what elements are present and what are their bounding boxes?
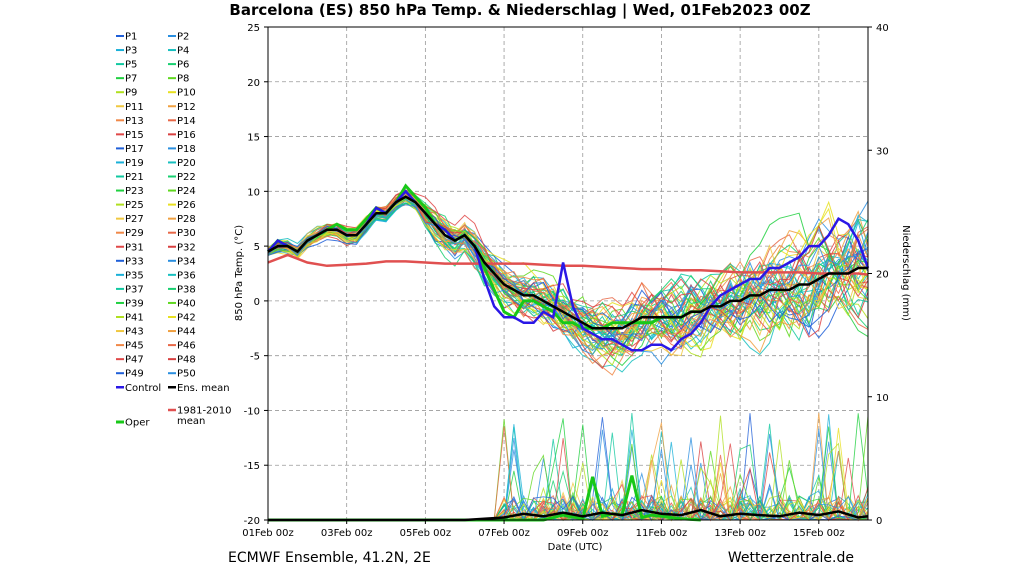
legend-entry: P43 <box>125 327 144 338</box>
legend-entry: P30 <box>177 228 196 239</box>
legend-entry: P22 <box>177 172 196 183</box>
y-tick-label: -5 <box>250 352 260 363</box>
legend-entry: P44 <box>177 327 196 338</box>
legend-entry: P19 <box>125 158 144 169</box>
y-tick-label: 25 <box>247 23 260 34</box>
legend-entry: P32 <box>177 242 196 253</box>
legend-entry: P3 <box>125 46 137 57</box>
y-tick-label: 0 <box>254 297 260 308</box>
x-tick-label: 11Feb 00z <box>636 528 688 539</box>
legend-entry: P10 <box>177 88 196 99</box>
legend: P1 P2 P3 P4 P5 P6 P7 P8 P9 P10 P11 P12 P13 P14 P15 P16 P… <box>116 32 232 429</box>
y-tick-label: 10 <box>247 187 260 198</box>
y2-tick-label: 10 <box>876 393 889 404</box>
y-tick-label: -10 <box>244 406 260 417</box>
y2-tick-label: 30 <box>876 146 889 157</box>
x-tick-label: 01Feb 00z <box>242 528 294 539</box>
y-tick-label: 5 <box>254 242 260 253</box>
legend-entry: P47 <box>125 355 144 366</box>
legend-entry: P40 <box>177 298 196 309</box>
legend-entry: P38 <box>177 284 196 295</box>
legend-entry-oper: Oper <box>125 418 150 429</box>
legend-entry-mean: Ens. mean <box>177 383 230 394</box>
legend-entry: P11 <box>125 102 144 113</box>
legend-entry: P9 <box>125 88 137 99</box>
legend-entry: P4 <box>177 46 189 57</box>
footer-source: ECMWF Ensemble, 41.2N, 2E <box>228 550 431 566</box>
member-temp-line <box>267 204 869 356</box>
y-tick-label: 20 <box>247 78 260 89</box>
y2-axis-label: Niederschlag (mm) <box>900 225 911 321</box>
legend-entry: P36 <box>177 270 196 281</box>
legend-entry: P39 <box>125 298 144 309</box>
legend-entry: P16 <box>177 130 196 141</box>
legend-entry: P28 <box>177 214 196 225</box>
legend-entry: P41 <box>125 313 144 324</box>
legend-entry: P25 <box>125 200 144 211</box>
legend-entry: P50 <box>177 369 196 380</box>
x-tick-label: 07Feb 00z <box>478 528 530 539</box>
chart-title: Barcelona (ES) 850 hPa Temp. & Niedersch… <box>229 1 810 20</box>
legend-entry-climate-mean: mean <box>177 416 205 427</box>
legend-entry: P14 <box>177 116 196 127</box>
legend-entry: P5 <box>125 60 137 71</box>
legend-entry-control: Control <box>125 383 161 394</box>
legend-entry: P20 <box>177 158 196 169</box>
legend-entry: P37 <box>125 284 144 295</box>
x-tick-label: 09Feb 00z <box>557 528 609 539</box>
x-tick-label: 13Feb 00z <box>714 528 766 539</box>
legend-entry: P27 <box>125 214 144 225</box>
legend-entry: P15 <box>125 130 144 141</box>
legend-entry: P42 <box>177 313 196 324</box>
x-tick-label: 05Feb 00z <box>400 528 452 539</box>
legend-entry: P24 <box>177 186 196 197</box>
y2-tick-label: 20 <box>876 270 889 281</box>
legend-entry: P6 <box>177 60 189 71</box>
main-series <box>266 183 870 352</box>
legend-entry: P13 <box>125 116 144 127</box>
x-tick-label: 15Feb 00z <box>793 528 845 539</box>
y-tick-label: 15 <box>247 133 260 144</box>
legend-entry: P2 <box>177 32 189 43</box>
legend-entry: P18 <box>177 144 196 155</box>
x-tick-label: 03Feb 00z <box>321 528 373 539</box>
y-axis-label: 850 hPa Temp. (°C) <box>234 225 245 321</box>
legend-entry: P1 <box>125 32 137 43</box>
legend-entry: P35 <box>125 270 144 281</box>
legend-entry: P21 <box>125 172 144 183</box>
y-tick-label: -15 <box>244 461 260 472</box>
legend-entry: P8 <box>177 74 189 85</box>
legend-entry: P49 <box>125 369 144 380</box>
y2-tick-label: 0 <box>876 516 882 527</box>
legend-entry: P12 <box>177 102 196 113</box>
legend-entry-climate: 1981-2010 <box>177 406 232 417</box>
legend-entry: P26 <box>177 200 196 211</box>
climate-mean-line <box>267 253 869 276</box>
legend-entry: P29 <box>125 228 144 239</box>
ens-mean-temp-line <box>267 195 868 330</box>
legend-entry: P7 <box>125 74 137 85</box>
axis-ticks: 01Feb 00z 03Feb 00z 05Feb 00z 07Feb 00z 09Fe… <box>242 23 889 539</box>
legend-entry: P45 <box>125 341 144 352</box>
y2-tick-label: 40 <box>876 23 889 34</box>
legend-entry: P31 <box>125 242 144 253</box>
oper-temp-line <box>266 183 701 330</box>
x-axis-label: Date (UTC) <box>548 542 603 553</box>
legend-entry: P46 <box>177 341 196 352</box>
legend-entry: P17 <box>125 144 144 155</box>
legend-entry: P48 <box>177 355 196 366</box>
legend-entry: P23 <box>125 186 144 197</box>
y-tick-label: -20 <box>244 516 260 527</box>
legend-entry: P33 <box>125 256 144 267</box>
legend-entry: P34 <box>177 256 196 267</box>
footer-site: Wetterzentrale.de <box>728 550 854 566</box>
